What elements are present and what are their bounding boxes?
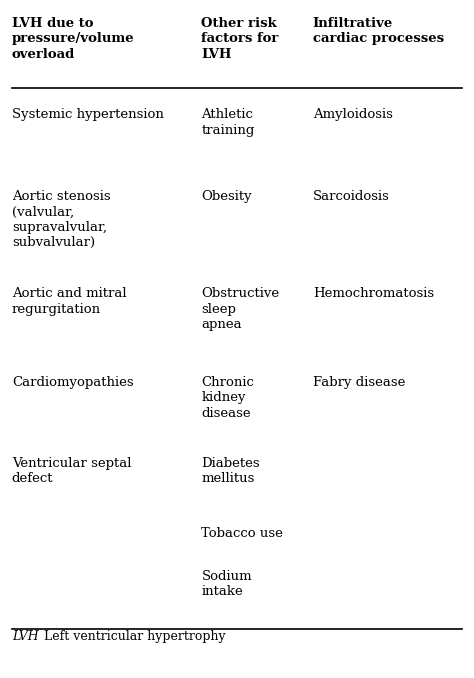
Text: Aortic stenosis
(valvular,
supravalvular,
subvalvular): Aortic stenosis (valvular, supravalvular… <box>12 190 110 250</box>
Text: Fabry disease: Fabry disease <box>313 376 405 388</box>
Text: Aortic and mitral
regurgitation: Aortic and mitral regurgitation <box>12 287 127 316</box>
Text: Obesity: Obesity <box>201 190 252 203</box>
Text: Left ventricular hypertrophy: Left ventricular hypertrophy <box>44 630 226 643</box>
Text: Diabetes
mellitus: Diabetes mellitus <box>201 457 260 485</box>
Text: Infiltrative
cardiac processes: Infiltrative cardiac processes <box>313 17 444 45</box>
Text: Ventricular septal
defect: Ventricular septal defect <box>12 457 131 485</box>
Text: Systemic hypertension: Systemic hypertension <box>12 108 164 121</box>
Text: LVH: LVH <box>12 630 38 643</box>
Text: Cardiomyopathies: Cardiomyopathies <box>12 376 134 388</box>
Text: Other risk
factors for
LVH: Other risk factors for LVH <box>201 17 279 61</box>
Text: LVH due to
pressure/volume
overload: LVH due to pressure/volume overload <box>12 17 135 61</box>
Text: Tobacco use: Tobacco use <box>201 527 283 540</box>
Text: Sarcoidosis: Sarcoidosis <box>313 190 390 203</box>
Text: Athletic
training: Athletic training <box>201 108 255 137</box>
Text: Hemochromatosis: Hemochromatosis <box>313 287 434 300</box>
Text: Sodium
intake: Sodium intake <box>201 570 252 598</box>
Text: Amyloidosis: Amyloidosis <box>313 108 393 121</box>
Text: Chronic
kidney
disease: Chronic kidney disease <box>201 376 255 420</box>
Text: Obstructive
sleep
apnea: Obstructive sleep apnea <box>201 287 280 332</box>
